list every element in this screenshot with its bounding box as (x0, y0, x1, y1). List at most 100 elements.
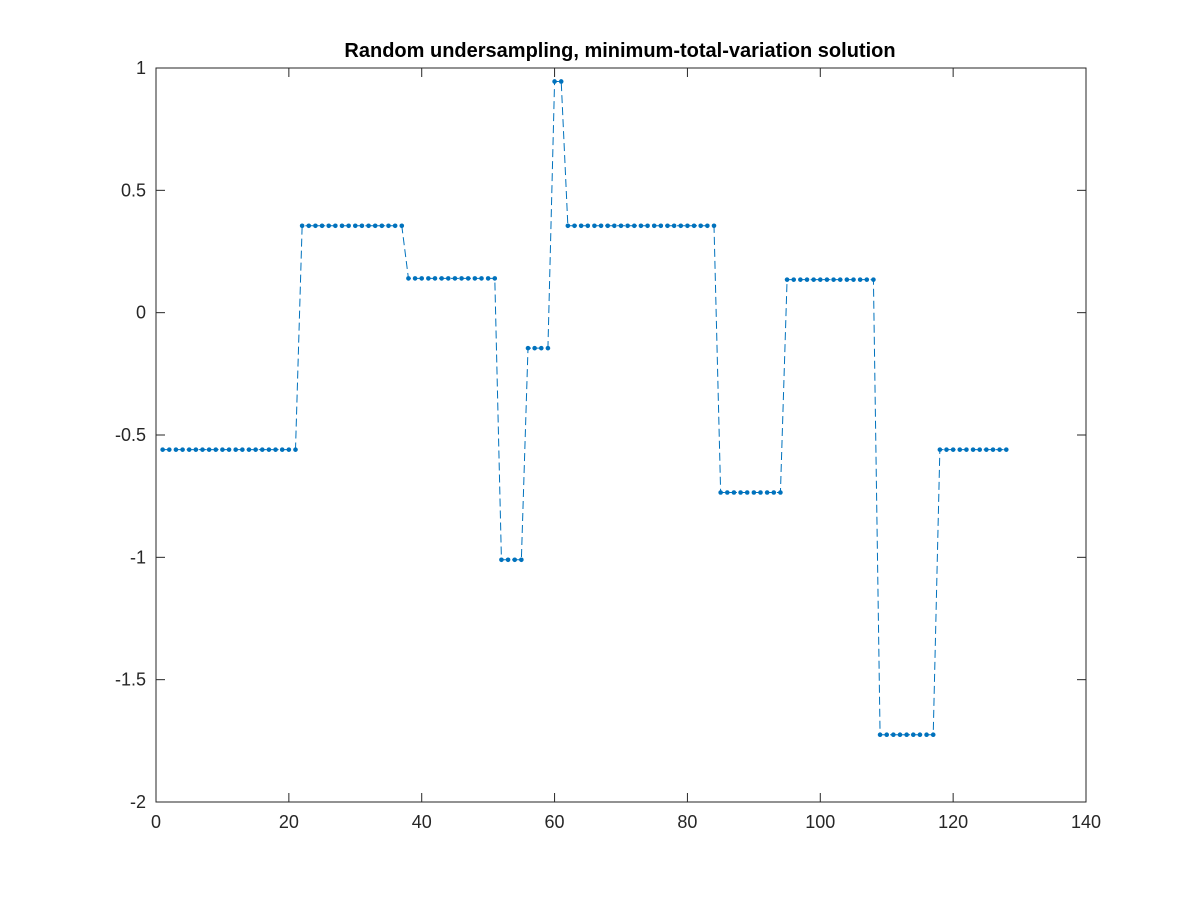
data-point (412, 276, 418, 281)
data-point (877, 732, 883, 738)
x-tick-label: 140 (1071, 812, 1101, 832)
x-axis: 0 20 40 60 80 100 120 140 (151, 68, 1101, 832)
data-point (572, 223, 577, 229)
data-point (392, 223, 398, 229)
data-point (173, 447, 179, 452)
data-point (352, 223, 358, 229)
data-point (904, 732, 909, 738)
data-point (293, 447, 298, 452)
data-point (997, 447, 1002, 452)
data-point (990, 447, 996, 452)
data-point (884, 732, 890, 738)
data-point (844, 277, 850, 282)
data-point (857, 277, 863, 282)
data-point (897, 732, 903, 738)
data-point (538, 345, 544, 351)
data-point (485, 276, 491, 281)
data-point (399, 223, 405, 229)
data-point (970, 447, 976, 452)
data-point (532, 345, 537, 351)
data-point (824, 277, 830, 282)
data-point (685, 223, 690, 229)
data-point (406, 276, 411, 281)
plot-area: 0 20 40 60 80 100 120 140 -2 -1.5 -1 -0.5 0 0.5 1 (115, 58, 1101, 832)
data-point (758, 490, 763, 495)
data-point (372, 223, 378, 229)
data-point (612, 223, 617, 229)
data-point (379, 223, 385, 229)
data-point (665, 223, 670, 229)
data-point (698, 223, 704, 229)
data-point (651, 223, 657, 229)
data-point (864, 277, 870, 282)
data-point (166, 447, 172, 452)
series-line (162, 80, 1007, 736)
data-point (645, 223, 650, 229)
chart-title: Random undersampling, minimum-total-vari… (344, 40, 895, 62)
data-point (598, 223, 604, 229)
data-point (1003, 447, 1009, 452)
data-point (306, 223, 312, 229)
data-point (206, 447, 212, 452)
data-point (798, 277, 803, 282)
data-point (160, 447, 165, 452)
data-point (771, 490, 777, 495)
data-point (213, 447, 219, 452)
data-point (240, 447, 245, 452)
data-point (279, 447, 285, 452)
data-point (445, 276, 451, 281)
data-point (784, 277, 790, 282)
data-point (671, 223, 677, 229)
data-point (346, 223, 351, 229)
data-point (286, 447, 292, 452)
data-point (246, 447, 252, 452)
data-point (492, 276, 498, 281)
data-point (226, 447, 232, 452)
data-point (432, 276, 438, 281)
data-point (558, 79, 564, 84)
data-point (871, 277, 876, 282)
data-point (964, 447, 969, 452)
y-axis: -2 -1.5 -1 -0.5 0 0.5 1 (115, 58, 1086, 812)
data-point (718, 490, 723, 495)
data-point (313, 223, 318, 229)
data-point (565, 223, 571, 229)
x-tick-label: 40 (412, 812, 432, 832)
data-point (465, 276, 471, 281)
data-point (253, 447, 258, 452)
x-tick-label: 80 (677, 812, 697, 832)
y-tick-label: 0.5 (121, 180, 146, 200)
data-point (891, 732, 896, 738)
data-point (386, 223, 391, 229)
data-point (631, 223, 637, 229)
data-point (193, 447, 199, 452)
data-point (233, 447, 239, 452)
data-point (525, 345, 531, 351)
data-point (578, 223, 584, 229)
data-point (851, 277, 856, 282)
data-point (778, 490, 783, 495)
data-point (439, 276, 444, 281)
data-point (738, 490, 743, 495)
data-point (764, 490, 770, 495)
data-point (705, 223, 710, 229)
data-point (910, 732, 916, 738)
data-point (479, 276, 484, 281)
data-point (638, 223, 644, 229)
data-point (200, 447, 205, 452)
data-series (160, 79, 1009, 738)
data-point (917, 732, 923, 738)
y-tick-label: -1.5 (115, 670, 146, 690)
data-point (259, 447, 265, 452)
data-point (186, 447, 192, 452)
data-point (419, 276, 425, 281)
data-point (618, 223, 624, 229)
data-point (944, 447, 949, 452)
data-point (724, 490, 730, 495)
data-point (658, 223, 664, 229)
y-tick-label: -1 (130, 547, 146, 567)
data-point (366, 223, 371, 229)
y-tick-label: 0 (136, 303, 146, 323)
data-point (804, 277, 810, 282)
